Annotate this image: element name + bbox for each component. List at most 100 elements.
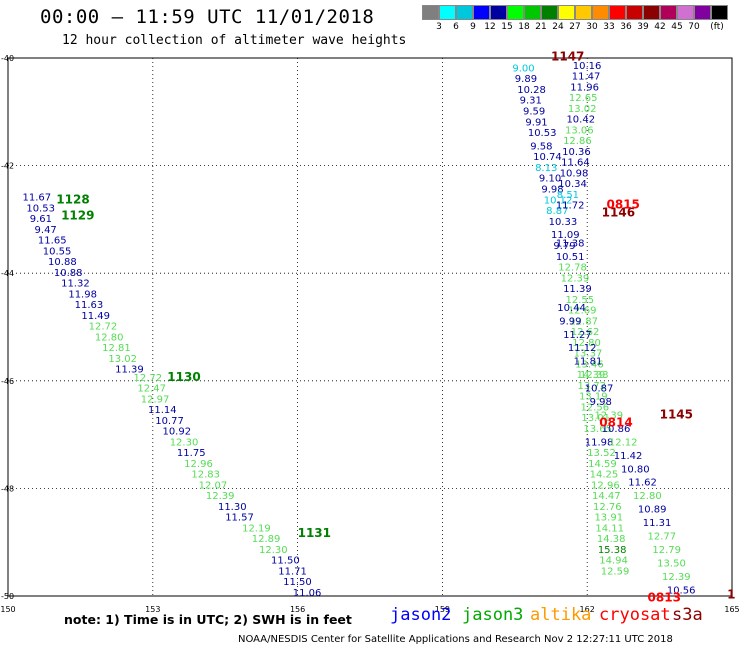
scale-label: 21	[535, 22, 547, 32]
wave-height-value: 11.39	[563, 284, 592, 295]
wave-height-value: 12.81	[102, 343, 131, 354]
wave-height-value: 10.16	[573, 61, 602, 72]
wave-height-value: 11.98	[68, 289, 97, 300]
map-title: 00:00 – 11:59 UTC 11/01/2018	[40, 6, 375, 28]
wave-height-value: 13.65	[583, 424, 612, 435]
scale-swatch	[694, 5, 711, 20]
scale-swatch	[490, 5, 507, 20]
wave-height-value: 15.38	[598, 545, 627, 556]
wave-height-value: 12.72	[133, 373, 162, 384]
wave-height-value: 11.49	[81, 311, 110, 322]
wave-height-value: 11.32	[61, 279, 90, 290]
wave-height-value: 12.65	[569, 93, 598, 104]
wave-height-value: 9.98	[541, 185, 563, 196]
scale-label: 3	[436, 22, 442, 32]
wave-height-value: 11.57	[225, 513, 254, 524]
wave-height-value: 9.31	[520, 96, 542, 107]
wave-height-value: 11.14	[148, 405, 177, 416]
lat-tick-label: -48	[1, 484, 14, 493]
wave-height-value: 13.19	[579, 392, 608, 403]
wave-height-value: 10.55	[43, 246, 72, 257]
wave-height-value: 10.80	[621, 464, 650, 475]
wave-height-value: 11.31	[643, 518, 672, 529]
scale-label: 45	[671, 22, 683, 32]
wave-height-value: 10.28	[517, 85, 546, 96]
wave-height-value: 13.06	[565, 125, 594, 136]
wave-height-value: 12.56	[580, 402, 609, 413]
wave-height-value: 10.36	[562, 147, 591, 158]
wave-height-value: 10.77	[155, 416, 184, 427]
legend-note: note: 1) Time is in UTC; 2) SWH is in fe…	[64, 612, 352, 627]
pass-time-label: 0813	[648, 590, 681, 604]
scale-label: 36	[620, 22, 632, 32]
scale-swatch	[643, 5, 660, 20]
wave-height-value: 9.99	[559, 316, 581, 327]
lon-tick-label: 156	[290, 605, 305, 614]
lon-tick-label: 150	[0, 605, 15, 614]
wave-height-value: 11.42	[614, 451, 643, 462]
scale-label: 18	[518, 22, 530, 32]
wave-height-value: 12.47	[137, 384, 166, 395]
wave-height-value: 9.58	[530, 141, 552, 152]
wave-height-value: 10.56	[667, 585, 696, 596]
pass-time-label: 1128	[56, 192, 89, 206]
map-subtitle: 12 hour collection of altimeter wave hei…	[62, 33, 407, 48]
scale-swatch	[422, 5, 439, 20]
wave-height-value: 14.38	[597, 534, 626, 545]
lat-tick-label: -44	[1, 269, 14, 278]
scale-swatch	[575, 5, 592, 20]
pass-time-label: 1130	[167, 370, 200, 384]
scale-label: 6	[453, 22, 459, 32]
pass-time-label: 1145	[660, 407, 693, 421]
scale-labels: 3 6 9 12 15 18 21 24 27 30 33 36 39 42 45 70 (ft)	[422, 20, 728, 34]
lon-tick-label: 165	[724, 605, 739, 614]
wave-height-value: 10.53	[528, 128, 557, 139]
wave-height-value: 9.47	[35, 225, 57, 236]
wave-height-value: 14.25	[590, 470, 619, 481]
lat-tick-label: -46	[1, 377, 14, 386]
wave-height-value: 12.30	[259, 545, 288, 556]
wave-height-value: 9.59	[523, 106, 545, 117]
wave-height-value: 14.59	[588, 459, 617, 470]
lon-tick-label: 153	[145, 605, 160, 614]
wave-height-value: 12.62	[571, 327, 600, 338]
wave-height-value: 13.72	[578, 381, 607, 392]
wave-height-value: 10.86	[602, 424, 631, 435]
wave-height-value: 14.47	[592, 491, 621, 502]
wave-height-value: 12.80	[95, 332, 124, 343]
wave-height-value: 11.39	[115, 365, 144, 376]
scale-label: 30	[586, 22, 598, 32]
scale-label: 15	[501, 22, 513, 32]
wave-height-value: 10.98	[560, 168, 589, 179]
wave-height-value: 12.30	[170, 437, 199, 448]
wave-height-value: 9.00	[512, 63, 534, 74]
wave-height-value: 9.91	[525, 117, 547, 128]
wave-height-value: 11.65	[38, 236, 67, 247]
satellite-legend-jason3: jason3	[462, 605, 524, 625]
wave-height-value: 12.89	[252, 534, 281, 545]
wave-height-value: 9.10	[539, 174, 561, 185]
wave-height-value: 10.51	[556, 252, 585, 263]
wave-height-value: 12.86	[563, 136, 592, 147]
scale-unit: (ft)	[710, 22, 724, 32]
wave-height-value: 12.80	[572, 338, 601, 349]
wave-height-value: 10.12	[544, 195, 573, 206]
wave-height-value: 11.47	[572, 72, 601, 83]
scale-label: 24	[552, 22, 564, 32]
wave-height-value: 12.12	[609, 437, 638, 448]
wave-height-value: 8.51	[557, 190, 579, 201]
scale-swatch	[524, 5, 541, 20]
wave-height-value: 11.72	[556, 201, 585, 212]
scale-swatch	[558, 5, 575, 20]
wave-height-value: 12.55	[565, 295, 594, 306]
satellite-legend-s3a: s3a	[672, 605, 703, 625]
wave-height-value: 10.33	[549, 217, 578, 228]
wave-height-value: 12.97	[141, 394, 170, 405]
wave-height-value: 10.53	[26, 203, 55, 214]
wave-height-value: 11.98	[585, 437, 614, 448]
wave-height-value: 12.78	[558, 263, 587, 274]
scale-swatch	[456, 5, 473, 20]
pass-time-label: 1	[727, 588, 735, 602]
wave-height-value: 12.59	[601, 566, 630, 577]
